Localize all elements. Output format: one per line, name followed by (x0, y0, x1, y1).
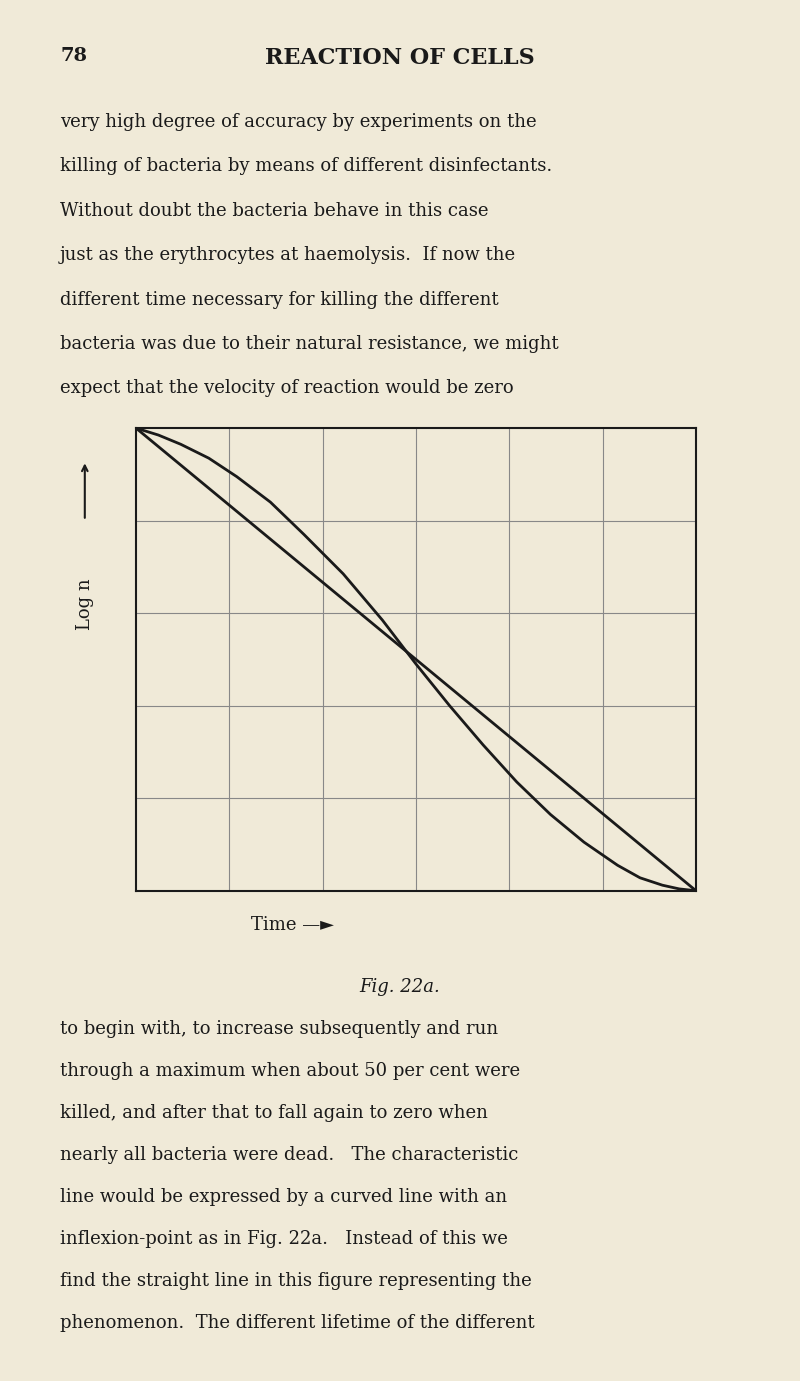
Text: phenomenon.  The different lifetime of the different: phenomenon. The different lifetime of th… (60, 1315, 534, 1333)
Text: inflexion-point as in Fig. 22a.   Instead of this we: inflexion-point as in Fig. 22a. Instead … (60, 1230, 508, 1248)
Text: to begin with, to increase subsequently and run: to begin with, to increase subsequently … (60, 1019, 498, 1037)
Text: find the straight line in this figure representing the: find the straight line in this figure re… (60, 1272, 532, 1290)
Text: 78: 78 (60, 47, 87, 65)
Text: very high degree of accuracy by experiments on the: very high degree of accuracy by experime… (60, 113, 537, 131)
Text: Fig. 22a.: Fig. 22a. (360, 978, 440, 997)
Text: Without doubt the bacteria behave in this case: Without doubt the bacteria behave in thi… (60, 202, 489, 220)
Text: line would be expressed by a curved line with an: line would be expressed by a curved line… (60, 1188, 507, 1206)
Text: through a maximum when about 50 per cent were: through a maximum when about 50 per cent… (60, 1062, 520, 1080)
Text: REACTION OF CELLS: REACTION OF CELLS (265, 47, 535, 69)
Text: nearly all bacteria were dead.   The characteristic: nearly all bacteria were dead. The chara… (60, 1146, 518, 1164)
Text: expect that the velocity of reaction would be zero: expect that the velocity of reaction wou… (60, 380, 514, 398)
Text: killed, and after that to fall again to zero when: killed, and after that to fall again to … (60, 1103, 488, 1121)
Text: Log n: Log n (76, 579, 94, 630)
Text: just as the erythrocytes at haemolysis.  If now the: just as the erythrocytes at haemolysis. … (60, 246, 516, 264)
Text: killing of bacteria by means of different disinfectants.: killing of bacteria by means of differen… (60, 157, 552, 175)
Text: Time —►: Time —► (251, 916, 334, 935)
Text: different time necessary for killing the different: different time necessary for killing the… (60, 290, 498, 308)
Text: bacteria was due to their natural resistance, we might: bacteria was due to their natural resist… (60, 336, 558, 354)
